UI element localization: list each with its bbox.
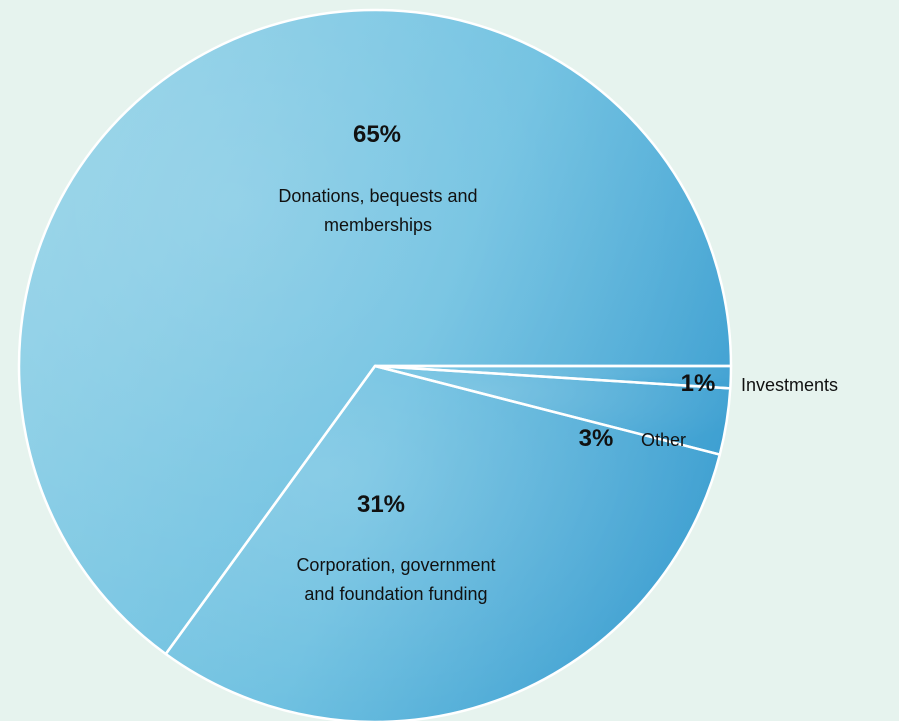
- legend-label-donations-line2: memberships: [324, 215, 432, 235]
- legend-label-corporation-line1: Corporation, government: [296, 555, 495, 575]
- data-label-donations-percent: 65%: [353, 121, 401, 148]
- legend-label-donations-line1: Donations, bequests and: [278, 186, 477, 206]
- data-label-corporation-percent: 31%: [357, 491, 405, 518]
- slice-donations: [17, 8, 733, 656]
- data-label-investments-percent: 1%: [681, 370, 716, 397]
- legend-label-other: Other: [641, 430, 686, 450]
- slice-investments: [373, 364, 733, 390]
- data-label-other-percent: 3%: [579, 425, 614, 452]
- legend-label-corporation-line2: and foundation funding: [304, 584, 487, 604]
- slice-corporation: [164, 364, 722, 721]
- legend-label-investments: Investments: [741, 375, 838, 395]
